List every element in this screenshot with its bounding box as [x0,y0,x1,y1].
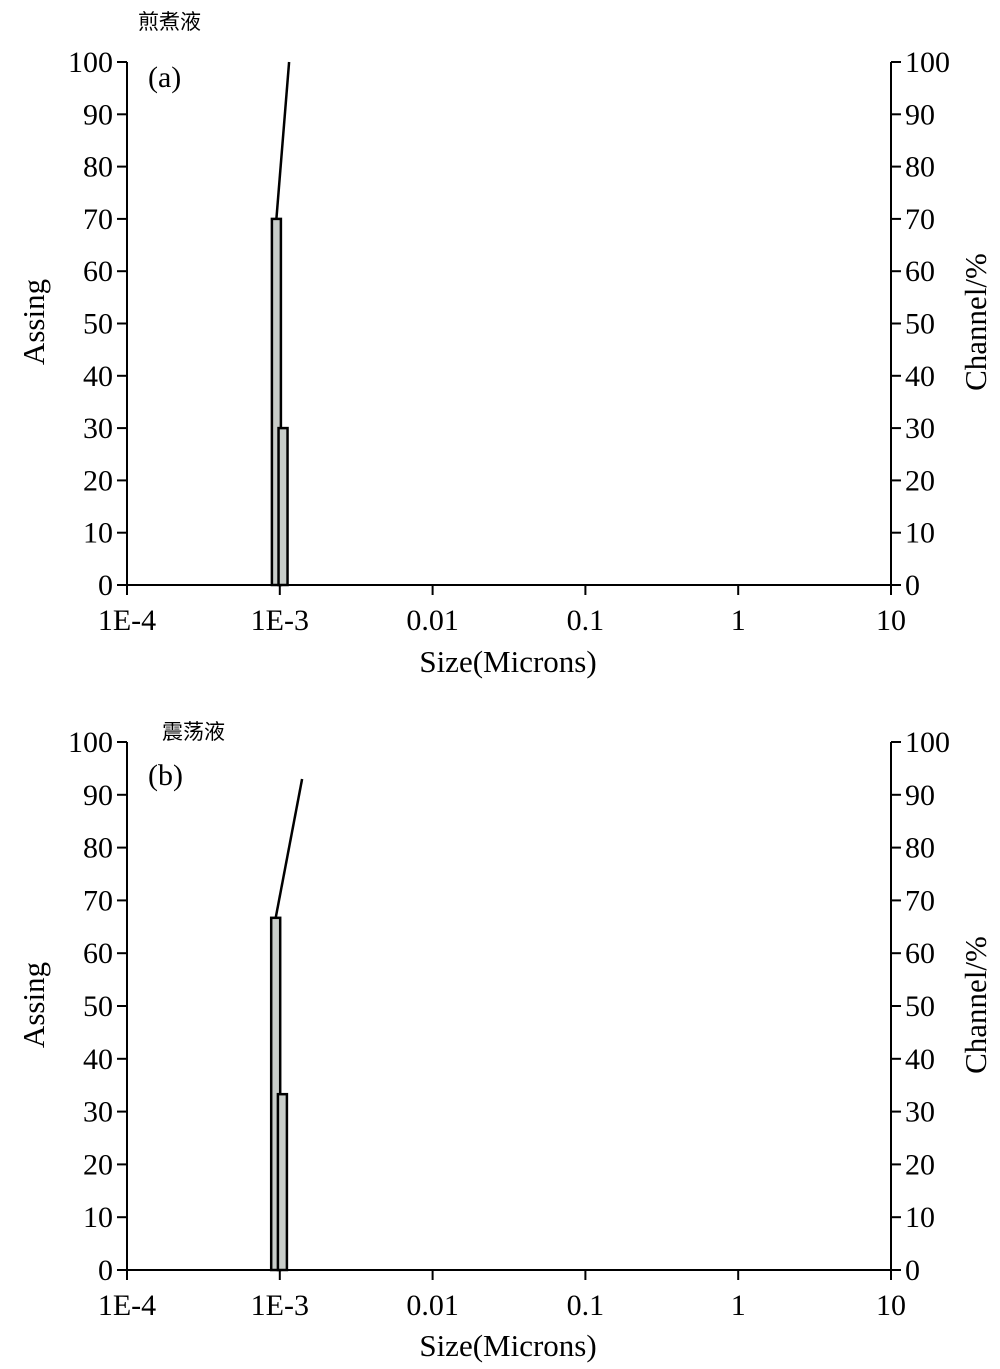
x-tick-label: 1 [731,1289,746,1322]
panel-label: (b) [148,759,183,792]
chart-panel-b: 震荡液 (b) Size(Microns) Assing Channel/% 0… [16,720,993,1363]
y-tick-label-left: 90 [83,779,113,812]
x-tick-label: 10 [876,604,906,637]
y-tick-label-right: 90 [905,779,935,812]
y-tick-label-right: 70 [905,884,935,917]
y-tick-label-left: 50 [83,990,113,1023]
bar-1 [277,426,289,587]
x-tick-label: 0.01 [406,1289,459,1322]
x-tick-label: 10 [876,1289,906,1322]
bar-1 [276,1092,289,1272]
y-tick-label-left: 90 [83,98,113,131]
panel-label: (a) [148,61,181,94]
x-tick-label: 1E-3 [251,604,309,637]
y-tick-label-right: 0 [905,569,920,602]
x-axis-title: Size(Microns) [419,644,596,679]
panel-title: 煎煮液 [138,10,201,34]
x-tick-label: 0.1 [567,1289,605,1322]
y-tick-label-right: 20 [905,1148,935,1181]
y-tick-label-right: 100 [905,726,950,759]
y-tick-label-right: 50 [905,990,935,1023]
y-tick-label-left: 100 [68,46,113,79]
y-tick-label-right: 60 [905,937,935,970]
x-tick-label: 1E-3 [251,1289,309,1322]
y-tick-label-right: 70 [905,203,935,236]
y-tick-label-right: 40 [905,1043,935,1076]
cumulative-line [274,778,304,919]
x-tick-label: 0.1 [567,604,605,637]
y-tick-label-right: 90 [905,98,935,131]
y-tick-label-left: 50 [83,308,113,341]
y-tick-label-right: 60 [905,255,935,288]
chart-panel-a: 煎煮液 (a) Size(Microns) Assing Channel/% 0… [16,10,993,679]
y-tick-label-left: 10 [83,517,113,550]
y-tick-label-left: 80 [83,151,113,184]
x-axis-title: Size(Microns) [419,1328,596,1363]
y-axis-title-left: Assing [16,279,51,365]
y-tick-label-right: 40 [905,360,935,393]
y-tick-label-left: 30 [83,1096,113,1129]
panel-title: 震荡液 [162,720,225,744]
y-tick-label-right: 20 [905,464,935,497]
y-tick-label-left: 70 [83,884,113,917]
y-tick-label-left: 40 [83,1043,113,1076]
y-tick-label-left: 70 [83,203,113,236]
y-tick-label-left: 40 [83,360,113,393]
y-tick-label-left: 20 [83,464,113,497]
y-tick-label-left: 30 [83,412,113,445]
y-tick-label-left: 10 [83,1201,113,1234]
y-tick-label-right: 80 [905,832,935,865]
y-tick-label-left: 60 [83,937,113,970]
x-tick-label: 1E-4 [98,604,156,637]
x-tick-label: 0.01 [406,604,459,637]
y-tick-label-right: 100 [905,46,950,79]
x-tick-label: 1 [731,604,746,637]
y-tick-label-left: 0 [98,1254,113,1287]
y-axis-title-left: Assing [16,962,51,1048]
y-tick-label-left: 0 [98,569,113,602]
y-tick-label-right: 80 [905,151,935,184]
y-tick-label-right: 50 [905,308,935,341]
y-tick-label-left: 20 [83,1148,113,1181]
y-tick-label-right: 30 [905,412,935,445]
cumulative-line [275,61,291,220]
y-tick-label-left: 100 [68,726,113,759]
y-tick-label-right: 30 [905,1096,935,1129]
y-axis-title-right: Channel/% [958,253,993,391]
y-tick-label-left: 80 [83,832,113,865]
y-tick-label-right: 10 [905,517,935,550]
y-tick-label-right: 10 [905,1201,935,1234]
y-axis-title-right: Channel/% [958,936,993,1074]
y-tick-label-right: 0 [905,1254,920,1287]
y-tick-label-left: 60 [83,255,113,288]
x-tick-label: 1E-4 [98,1289,156,1322]
